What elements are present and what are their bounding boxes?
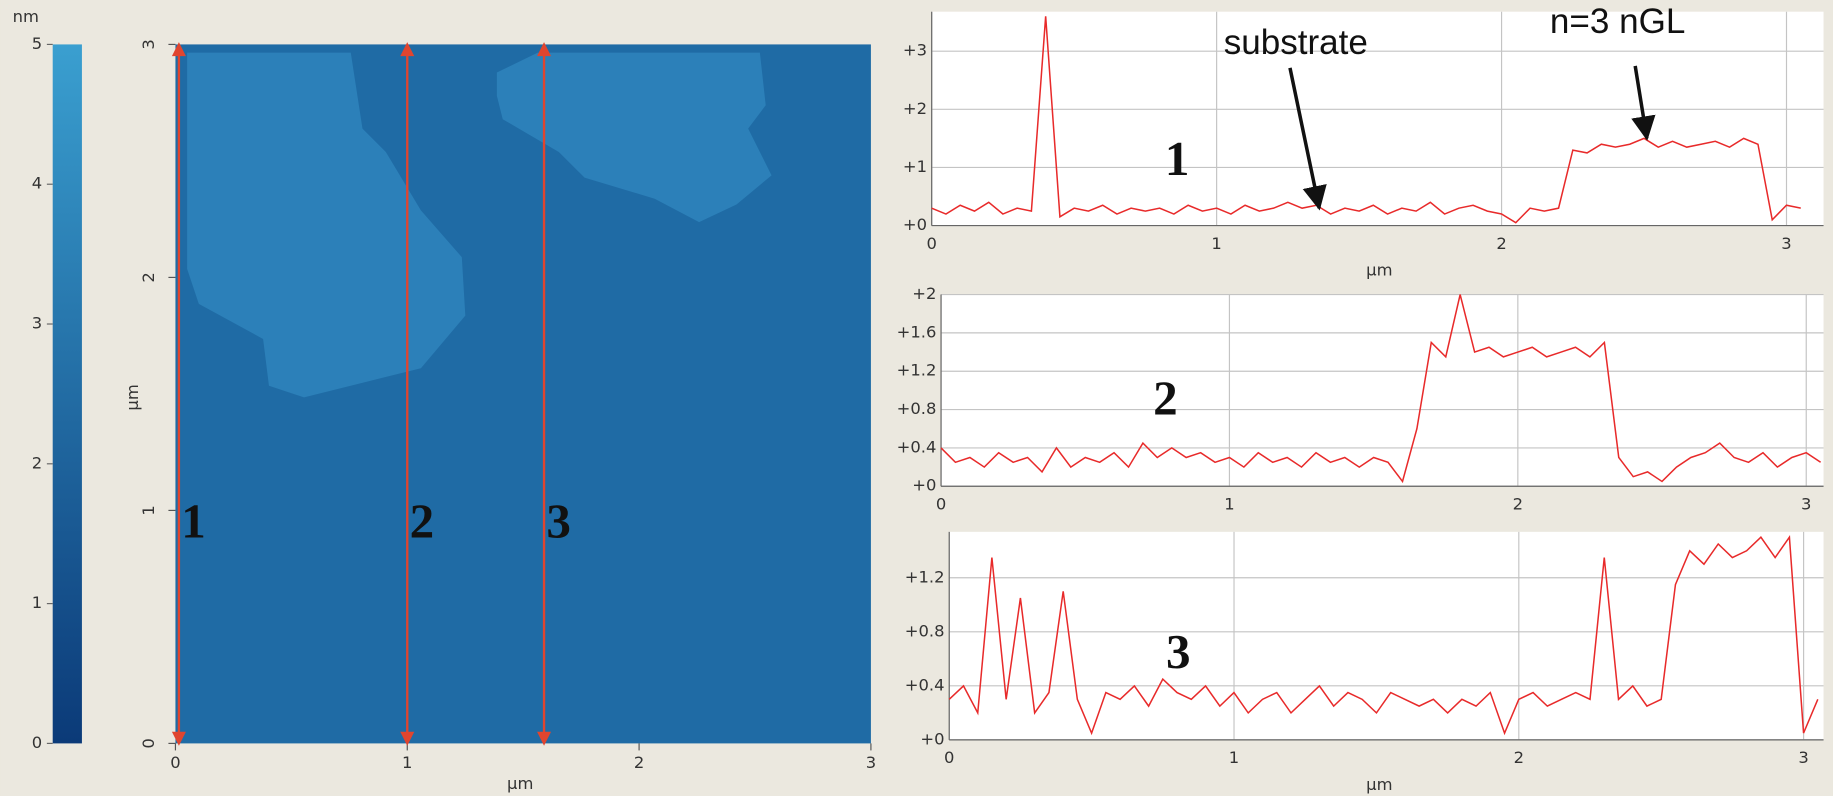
arrowhead [171, 42, 186, 57]
y-tick-label: 5 [32, 34, 42, 53]
y-tick-label: +1.6 [897, 322, 937, 341]
y-tick-label: +1.2 [905, 567, 945, 586]
x-tick-label: 0 [170, 753, 180, 772]
x-tick-label: 2 [1514, 748, 1524, 767]
colorbar [52, 44, 82, 744]
plot-area [931, 11, 1824, 226]
y-tick-label: +1 [903, 157, 927, 176]
annotation: substrate [1224, 23, 1368, 62]
profile-number: 1 [1165, 131, 1190, 186]
profile-curve [931, 16, 1801, 224]
x-axis-label: µm [507, 774, 533, 793]
y-tick-label: +3 [903, 41, 927, 60]
x-tick-label: 1 [1229, 748, 1239, 767]
y-tick-label: +2 [912, 284, 936, 303]
arrowhead [400, 42, 415, 57]
y-tick-label: +0 [920, 729, 944, 748]
x-tick-label: 3 [1801, 494, 1811, 513]
y-tick-label: 2 [139, 272, 158, 282]
colorbar-unit: nm [13, 7, 39, 26]
profile-curve [940, 294, 1822, 484]
y-tick-label: +2 [903, 99, 927, 118]
x-tick-label: 1 [1211, 234, 1221, 253]
annotation-arrow [1288, 67, 1327, 211]
y-tick-label: +0.8 [905, 621, 945, 640]
y-tick-label: 3 [32, 314, 42, 333]
flake [496, 52, 772, 223]
y-tick-label: 0 [32, 733, 42, 752]
flake [187, 52, 466, 398]
x-tick-label: 1 [1224, 494, 1234, 513]
afm-image [175, 44, 871, 744]
x-tick-label: 2 [1496, 234, 1506, 253]
x-tick-label: 2 [634, 753, 644, 772]
y-tick-label: +0.8 [897, 399, 937, 418]
y-axis-label: µm [123, 384, 142, 410]
profile-label: 2 [410, 493, 435, 548]
profile-number: 3 [1166, 624, 1191, 679]
y-tick-label: +0 [903, 215, 927, 234]
x-axis-label: µm [1366, 775, 1392, 794]
arrowhead [171, 731, 186, 746]
x-tick-label: 0 [944, 748, 954, 767]
arrowhead [537, 731, 552, 746]
profile-label: 1 [181, 493, 206, 548]
x-tick-label: 3 [1798, 748, 1808, 767]
arrowhead [400, 731, 415, 746]
y-tick-label: 1 [139, 505, 158, 515]
y-tick-label: 2 [32, 453, 42, 472]
profile-label: 3 [546, 493, 571, 548]
x-tick-label: 3 [866, 753, 876, 772]
x-tick-label: 2 [1513, 494, 1523, 513]
y-tick-label: +0.4 [905, 675, 945, 694]
profile-curve [948, 535, 1819, 736]
y-tick-label: +0.4 [897, 437, 937, 456]
y-tick-label: +0 [912, 476, 936, 495]
plot-area [949, 531, 1824, 740]
x-axis-label: µm [1366, 261, 1392, 280]
plot-area [941, 294, 1824, 487]
y-tick-label: 1 [32, 593, 42, 612]
y-tick-label: 4 [32, 174, 42, 193]
x-tick-label: 0 [926, 234, 936, 253]
y-tick-label: +1.2 [897, 361, 937, 380]
x-tick-label: 1 [402, 753, 412, 772]
profile-number: 2 [1153, 371, 1178, 426]
y-tick-label: 3 [139, 39, 158, 49]
y-tick-label: 0 [139, 738, 158, 748]
x-tick-label: 0 [936, 494, 946, 513]
annotation-arrow [1631, 65, 1656, 141]
annotation: n=3 nGL [1550, 2, 1685, 41]
arrowhead [537, 42, 552, 57]
x-tick-label: 3 [1781, 234, 1791, 253]
